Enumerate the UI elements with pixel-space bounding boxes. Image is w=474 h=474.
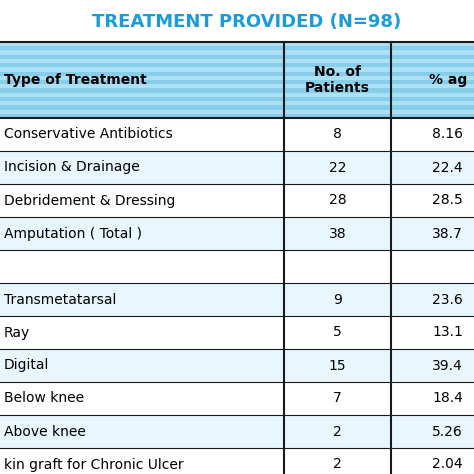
Bar [0, 89, 474, 92]
Bar [0, 46, 474, 50]
Bar [0, 80, 474, 84]
Text: 13.1: 13.1 [432, 326, 463, 339]
Text: 38.7: 38.7 [432, 227, 463, 240]
Text: 18.4: 18.4 [432, 392, 463, 405]
Text: Conservative Antibiotics: Conservative Antibiotics [4, 128, 173, 142]
Bar [0, 84, 474, 89]
Bar [0, 63, 474, 67]
Text: 15: 15 [329, 358, 346, 373]
Bar [0, 101, 474, 105]
Text: Transmetatarsal: Transmetatarsal [4, 292, 117, 307]
Bar [0, 114, 474, 118]
Text: kin graft for Chronic Ulcer: kin graft for Chronic Ulcer [4, 457, 183, 472]
Text: 22.4: 22.4 [432, 161, 463, 174]
Text: 23.6: 23.6 [432, 292, 463, 307]
Text: 28.5: 28.5 [432, 193, 463, 208]
Text: Amputation ( Total ): Amputation ( Total ) [4, 227, 142, 240]
Text: % ag: % ag [428, 73, 467, 87]
Bar [0, 382, 474, 415]
Text: Debridement & Dressing: Debridement & Dressing [4, 193, 175, 208]
Text: 5: 5 [333, 326, 342, 339]
Text: 8.16: 8.16 [432, 128, 463, 142]
Bar [0, 151, 474, 184]
Bar [0, 448, 474, 474]
Bar [0, 50, 474, 55]
Bar [0, 283, 474, 316]
Bar [0, 59, 474, 63]
Text: Below knee: Below knee [4, 392, 84, 405]
Text: Ray: Ray [4, 326, 30, 339]
Bar [0, 92, 474, 97]
Text: 2.04: 2.04 [432, 457, 463, 472]
Bar [0, 184, 474, 217]
Bar [0, 55, 474, 59]
Bar [0, 72, 474, 76]
Text: 7: 7 [333, 392, 342, 405]
Text: No. of
Patients: No. of Patients [305, 65, 370, 95]
Bar [0, 316, 474, 349]
Bar [0, 415, 474, 448]
Text: 2: 2 [333, 457, 342, 472]
Bar [0, 76, 474, 80]
Text: 9: 9 [333, 292, 342, 307]
Text: 22: 22 [329, 161, 346, 174]
Text: 38: 38 [329, 227, 346, 240]
Bar [0, 97, 474, 101]
Text: 8: 8 [333, 128, 342, 142]
Text: 2: 2 [333, 425, 342, 438]
Bar [0, 109, 474, 114]
Bar [0, 217, 474, 250]
Text: Type of Treatment: Type of Treatment [4, 73, 147, 87]
Bar [0, 250, 474, 283]
Text: Above knee: Above knee [4, 425, 86, 438]
Text: Digital: Digital [4, 358, 49, 373]
Bar [0, 42, 474, 46]
Text: TREATMENT PROVIDED (N=98): TREATMENT PROVIDED (N=98) [92, 13, 401, 31]
Text: 39.4: 39.4 [432, 358, 463, 373]
Bar [0, 67, 474, 72]
Bar [0, 118, 474, 151]
Text: 5.26: 5.26 [432, 425, 463, 438]
Text: 28: 28 [329, 193, 346, 208]
Bar [0, 349, 474, 382]
Bar [0, 105, 474, 109]
Text: Incision & Drainage: Incision & Drainage [4, 161, 140, 174]
